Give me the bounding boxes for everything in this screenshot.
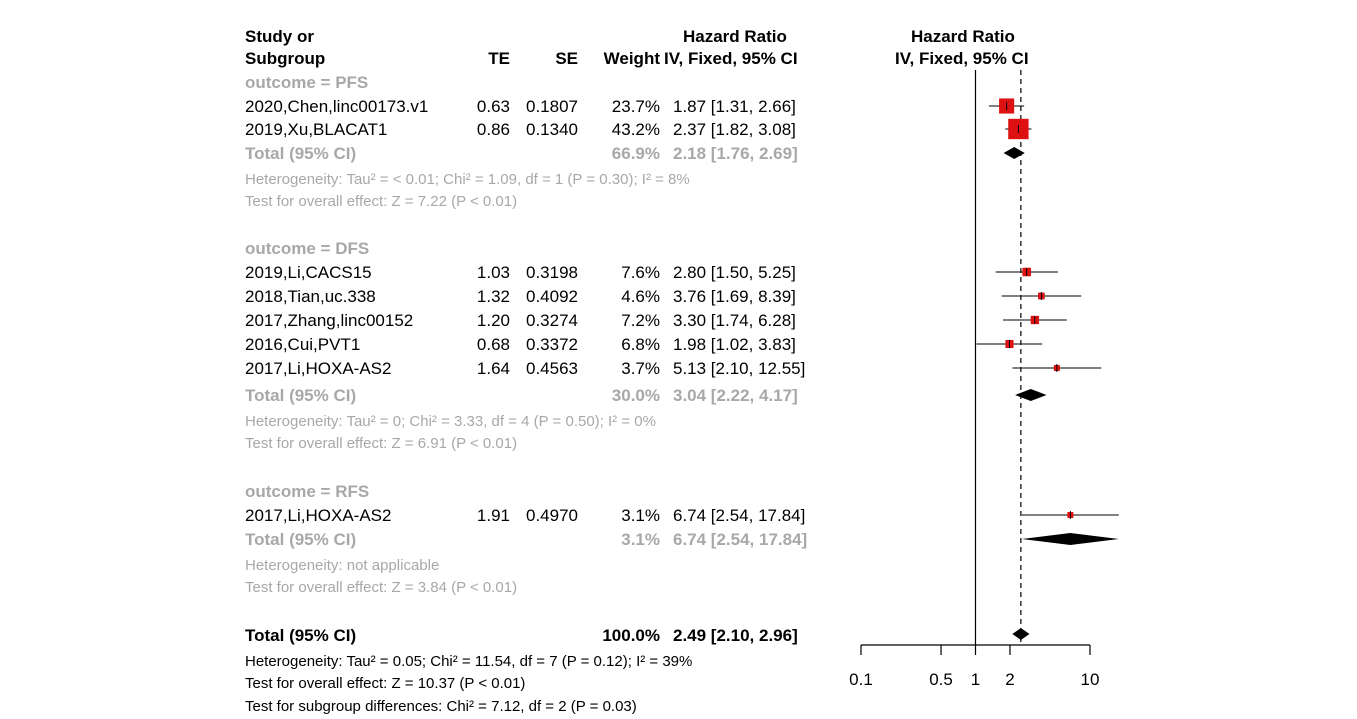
subgroup-heterogeneity: Heterogeneity: Tau² = 0; Chi² = 3.33, df… xyxy=(245,413,656,430)
study-weight: 3.1% xyxy=(621,506,660,525)
subgroup-total-weight: 30.0% xyxy=(611,386,660,405)
subgroup-heterogeneity: Heterogeneity: Tau² = < 0.01; Chi² = 1.0… xyxy=(245,171,690,188)
subgroup-overall-effect: Test for overall effect: Z = 3.84 (P < 0… xyxy=(245,579,518,596)
study-name: 2019,Xu,BLACAT1 xyxy=(245,120,388,139)
header-hr-line2: IV, Fixed, 95% CI xyxy=(664,49,798,68)
subgroup-overall-effect: Test for overall effect: Z = 6.91 (P < 0… xyxy=(245,435,518,452)
study-name: 2018,Tian,uc.338 xyxy=(245,287,376,306)
pooled-diamond xyxy=(1021,533,1119,545)
pooled-diamond xyxy=(1003,147,1025,159)
study-ci: 3.76 [1.69, 8.39] xyxy=(673,287,796,306)
study-name: 2017,Li,HOXA-AS2 xyxy=(245,359,392,378)
x-tick-label: 0.5 xyxy=(929,670,953,689)
study-ci: 5.13 [2.10, 12.55] xyxy=(673,359,806,378)
subgroup-total-label: Total (95% CI) xyxy=(245,386,357,405)
study-ci: 6.74 [2.54, 17.84] xyxy=(673,506,806,525)
subgroup-total-label: Total (95% CI) xyxy=(245,144,357,163)
subgroup-total-weight: 66.9% xyxy=(611,144,660,163)
study-weight: 4.6% xyxy=(621,287,660,306)
study-name: 2019,Li,CACS15 xyxy=(245,263,372,282)
study-te: 0.63 xyxy=(476,97,510,116)
study-weight: 7.6% xyxy=(621,263,660,282)
overall-total-weight: 100.0% xyxy=(602,626,660,645)
study-name: 2017,Zhang,linc00152 xyxy=(245,311,414,330)
overall-total-label: Total (95% CI) xyxy=(245,626,357,645)
overall-heterogeneity: Heterogeneity: Tau² = 0.05; Chi² = 11.54… xyxy=(245,653,693,670)
overall-effect-test: Test for overall effect: Z = 10.37 (P < … xyxy=(245,675,526,692)
study-ci: 3.30 [1.74, 6.28] xyxy=(673,311,796,330)
study-te: 1.91 xyxy=(476,506,510,525)
study-weight: 23.7% xyxy=(611,97,660,116)
study-name: 2017,Li,HOXA-AS2 xyxy=(245,506,392,525)
study-se: 0.3372 xyxy=(526,335,578,354)
study-se: 0.1807 xyxy=(526,97,578,116)
study-ci: 1.98 [1.02, 3.83] xyxy=(673,335,796,354)
subgroup-total-ci: 6.74 [2.54, 17.84] xyxy=(673,530,808,549)
subgroup-differences-test: Test for subgroup differences: Chi² = 7.… xyxy=(245,698,637,715)
study-se: 0.4092 xyxy=(526,287,578,306)
study-te: 0.68 xyxy=(476,335,510,354)
subgroup-heterogeneity: Heterogeneity: not applicable xyxy=(245,557,440,574)
header-study-line2: Subgroup xyxy=(245,49,326,68)
study-se: 0.3198 xyxy=(526,263,578,282)
subgroup-label: outcome = PFS xyxy=(245,73,369,92)
subgroup-total-weight: 3.1% xyxy=(621,530,660,549)
subgroup-label: outcome = DFS xyxy=(245,239,370,258)
header-te: TE xyxy=(488,49,510,68)
overall-total-ci: 2.49 [2.10, 2.96] xyxy=(673,626,798,645)
study-se: 0.3274 xyxy=(526,311,578,330)
study-weight: 7.2% xyxy=(621,311,660,330)
study-te: 1.64 xyxy=(476,359,510,378)
study-name: 2020,Chen,linc00173.v1 xyxy=(245,97,429,116)
subgroup-label: outcome = RFS xyxy=(245,482,370,501)
subgroup-overall-effect: Test for overall effect: Z = 7.22 (P < 0… xyxy=(245,193,518,210)
study-weight: 3.7% xyxy=(621,359,660,378)
study-ci: 2.80 [1.50, 5.25] xyxy=(673,263,796,282)
subgroup-total-ci: 2.18 [1.76, 2.69] xyxy=(673,144,798,163)
study-ci: 2.37 [1.82, 3.08] xyxy=(673,120,796,139)
header-study-line1: Study or xyxy=(245,27,314,46)
study-ci: 1.87 [1.31, 2.66] xyxy=(673,97,796,116)
header-weight: Weight xyxy=(603,49,660,68)
study-weight: 43.2% xyxy=(611,120,660,139)
x-tick-label: 1 xyxy=(971,670,980,689)
x-tick-label: 10 xyxy=(1081,670,1100,689)
study-te: 1.20 xyxy=(476,311,510,330)
subgroup-total-label: Total (95% CI) xyxy=(245,530,357,549)
subgroup-total-ci: 3.04 [2.22, 4.17] xyxy=(673,386,798,405)
plot-header-line1: Hazard Ratio xyxy=(911,27,1015,46)
study-name: 2016,Cui,PVT1 xyxy=(245,335,361,354)
header-se: SE xyxy=(555,49,578,68)
x-tick-label: 0.1 xyxy=(849,670,873,689)
pooled-diamond xyxy=(1012,628,1030,640)
study-weight: 6.8% xyxy=(621,335,660,354)
plot-header-line2: IV, Fixed, 95% CI xyxy=(895,49,1029,68)
study-se: 0.4970 xyxy=(526,506,578,525)
header-hr-line1: Hazard Ratio xyxy=(683,27,787,46)
study-te: 1.03 xyxy=(476,263,510,282)
study-te: 1.32 xyxy=(476,287,510,306)
forest-table: Study or Subgroup TE SE Weight Hazard Ra… xyxy=(245,27,1029,715)
study-se: 0.1340 xyxy=(526,120,578,139)
study-te: 0.86 xyxy=(476,120,510,139)
x-tick-label: 2 xyxy=(1005,670,1014,689)
study-se: 0.4563 xyxy=(526,359,578,378)
pooled-diamond xyxy=(1015,389,1047,401)
